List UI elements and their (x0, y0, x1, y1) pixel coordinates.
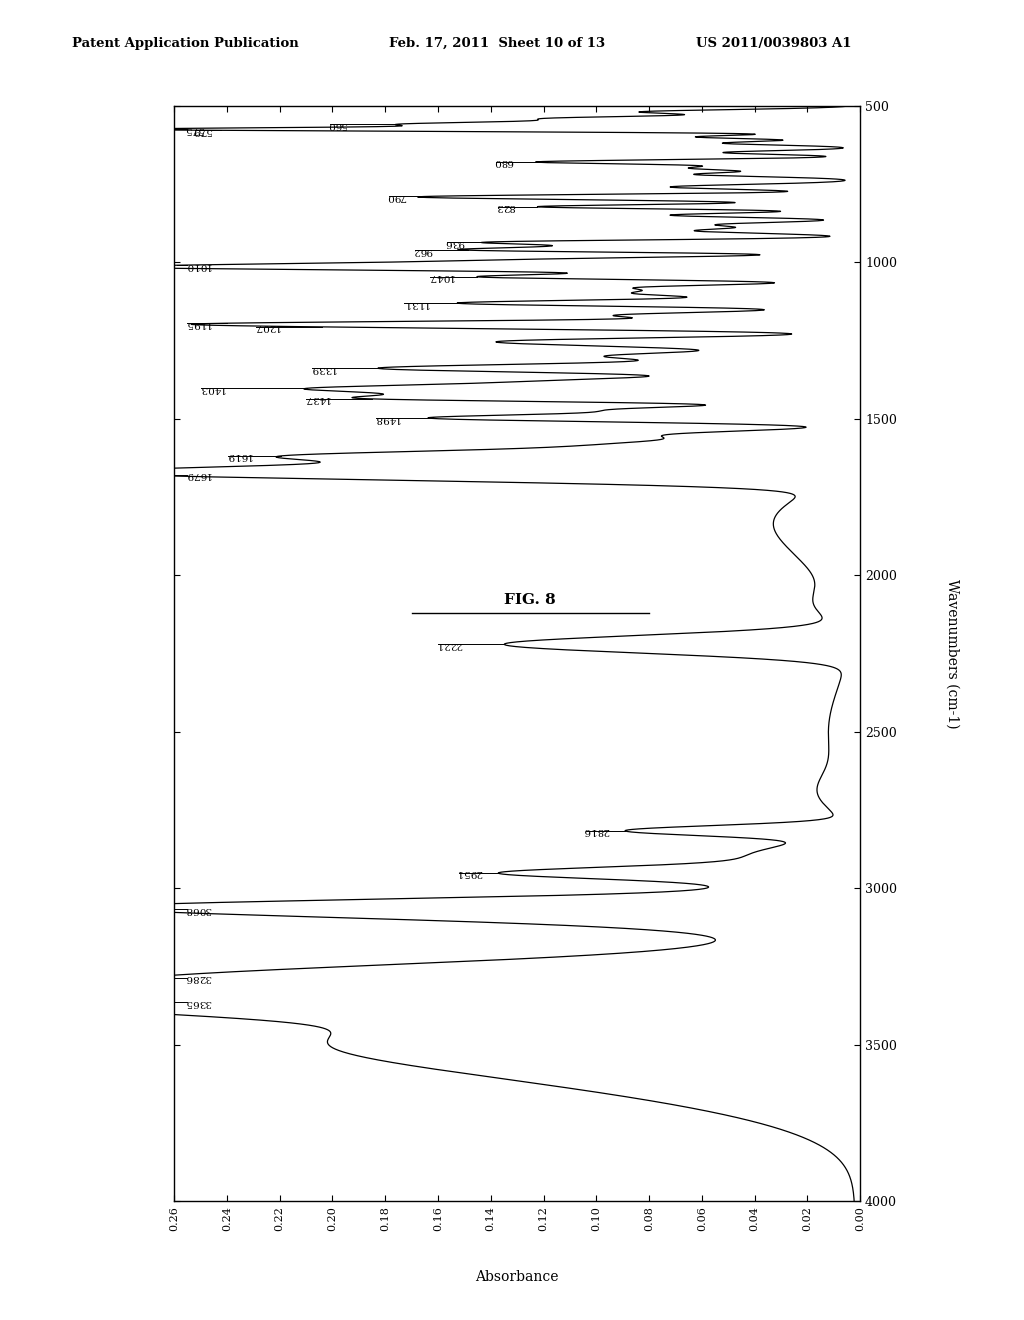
Text: 1047: 1047 (427, 272, 454, 281)
Text: 579: 579 (193, 125, 212, 135)
Text: 790: 790 (387, 191, 407, 201)
X-axis label: Absorbance: Absorbance (475, 1270, 559, 1284)
Text: 2816: 2816 (583, 826, 609, 836)
Text: 1437: 1437 (303, 395, 330, 404)
Text: 1339: 1339 (309, 364, 336, 372)
Text: 1679: 1679 (184, 470, 211, 479)
Text: US 2011/0039803 A1: US 2011/0039803 A1 (696, 37, 852, 50)
Text: 575: 575 (184, 124, 205, 133)
Text: 962: 962 (413, 246, 433, 255)
Text: 823: 823 (496, 202, 515, 211)
Text: 1619: 1619 (225, 451, 252, 461)
Text: Feb. 17, 2011  Sheet 10 of 13: Feb. 17, 2011 Sheet 10 of 13 (389, 37, 605, 50)
Text: 1498: 1498 (373, 413, 399, 422)
Text: 1010: 1010 (184, 261, 211, 269)
Text: 1195: 1195 (184, 318, 211, 327)
Text: 3068: 3068 (184, 906, 211, 913)
Text: 2951: 2951 (457, 869, 482, 878)
Text: 936: 936 (444, 238, 465, 247)
Text: 1207: 1207 (254, 322, 280, 331)
Text: 3286: 3286 (184, 973, 211, 982)
Text: Patent Application Publication: Patent Application Publication (72, 37, 298, 50)
Text: 2221: 2221 (435, 640, 462, 649)
Text: 680: 680 (494, 157, 513, 166)
Text: 1131: 1131 (401, 298, 428, 308)
Text: FIG. 8: FIG. 8 (505, 593, 556, 607)
Y-axis label: Wavenumbers (cm-1): Wavenumbers (cm-1) (945, 578, 959, 729)
Text: 3365: 3365 (184, 998, 211, 1007)
Text: 560: 560 (328, 120, 347, 129)
Text: 1403: 1403 (198, 384, 224, 393)
